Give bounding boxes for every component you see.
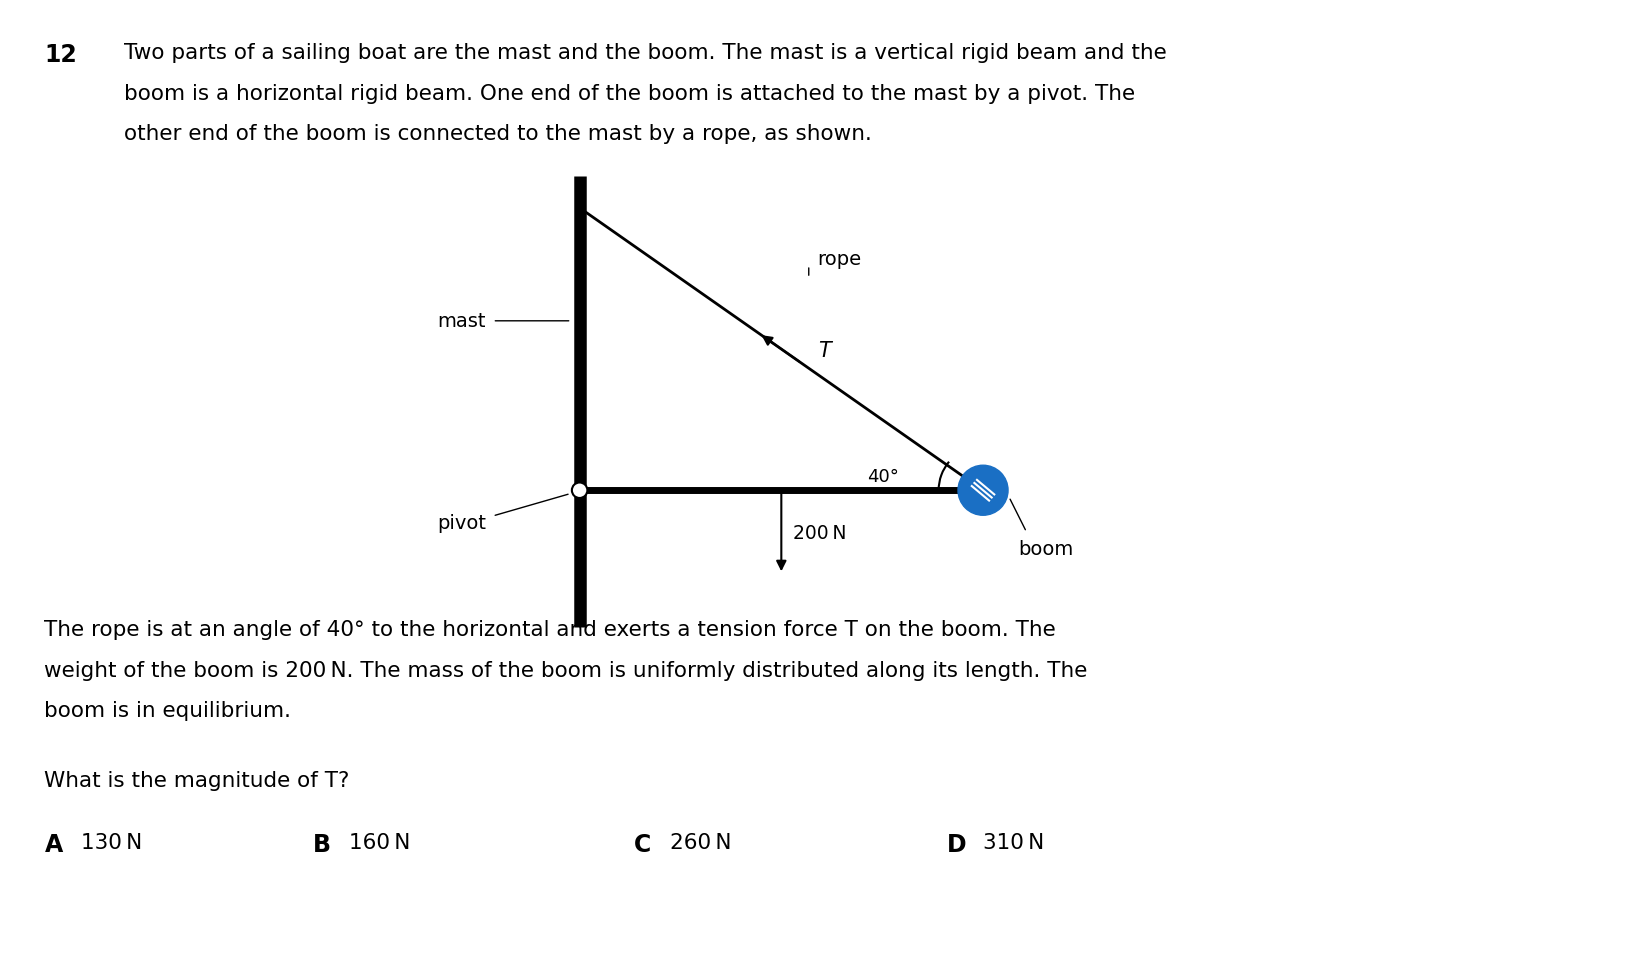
Text: 12: 12 [44,43,77,67]
Text: What is the magnitude of T?: What is the magnitude of T? [44,770,349,790]
Text: other end of the boom is connected to the mast by a rope, as shown.: other end of the boom is connected to th… [124,124,871,144]
Text: Two parts of a sailing boat are the mast and the boom. The mast is a vertical ri: Two parts of a sailing boat are the mast… [124,43,1166,63]
Text: boom is a horizontal rigid beam. One end of the boom is attached to the mast by : boom is a horizontal rigid beam. One end… [124,84,1135,104]
Circle shape [959,466,1008,516]
Text: D: D [947,832,967,856]
Text: rope: rope [817,250,861,269]
Text: C: C [634,832,651,856]
Text: 160 N: 160 N [349,832,410,852]
Text: 40°: 40° [868,467,899,485]
Text: pivot: pivot [436,513,486,532]
Text: weight of the boom is 200 N. The mass of the boom is uniformly distributed along: weight of the boom is 200 N. The mass of… [44,660,1089,680]
Text: 310 N: 310 N [983,832,1044,852]
Text: A: A [44,832,63,856]
Text: boom: boom [1018,539,1074,558]
Circle shape [572,483,588,499]
Text: 260 N: 260 N [670,832,731,852]
Text: The rope is at an angle of 40° to the horizontal and exerts a tension force T on: The rope is at an angle of 40° to the ho… [44,620,1056,640]
Text: B: B [313,832,331,856]
Text: 200 N: 200 N [792,523,847,542]
Text: boom is in equilibrium.: boom is in equilibrium. [44,701,292,721]
Text: 130 N: 130 N [81,832,142,852]
Text: T: T [817,341,830,361]
Text: mast: mast [438,312,486,331]
